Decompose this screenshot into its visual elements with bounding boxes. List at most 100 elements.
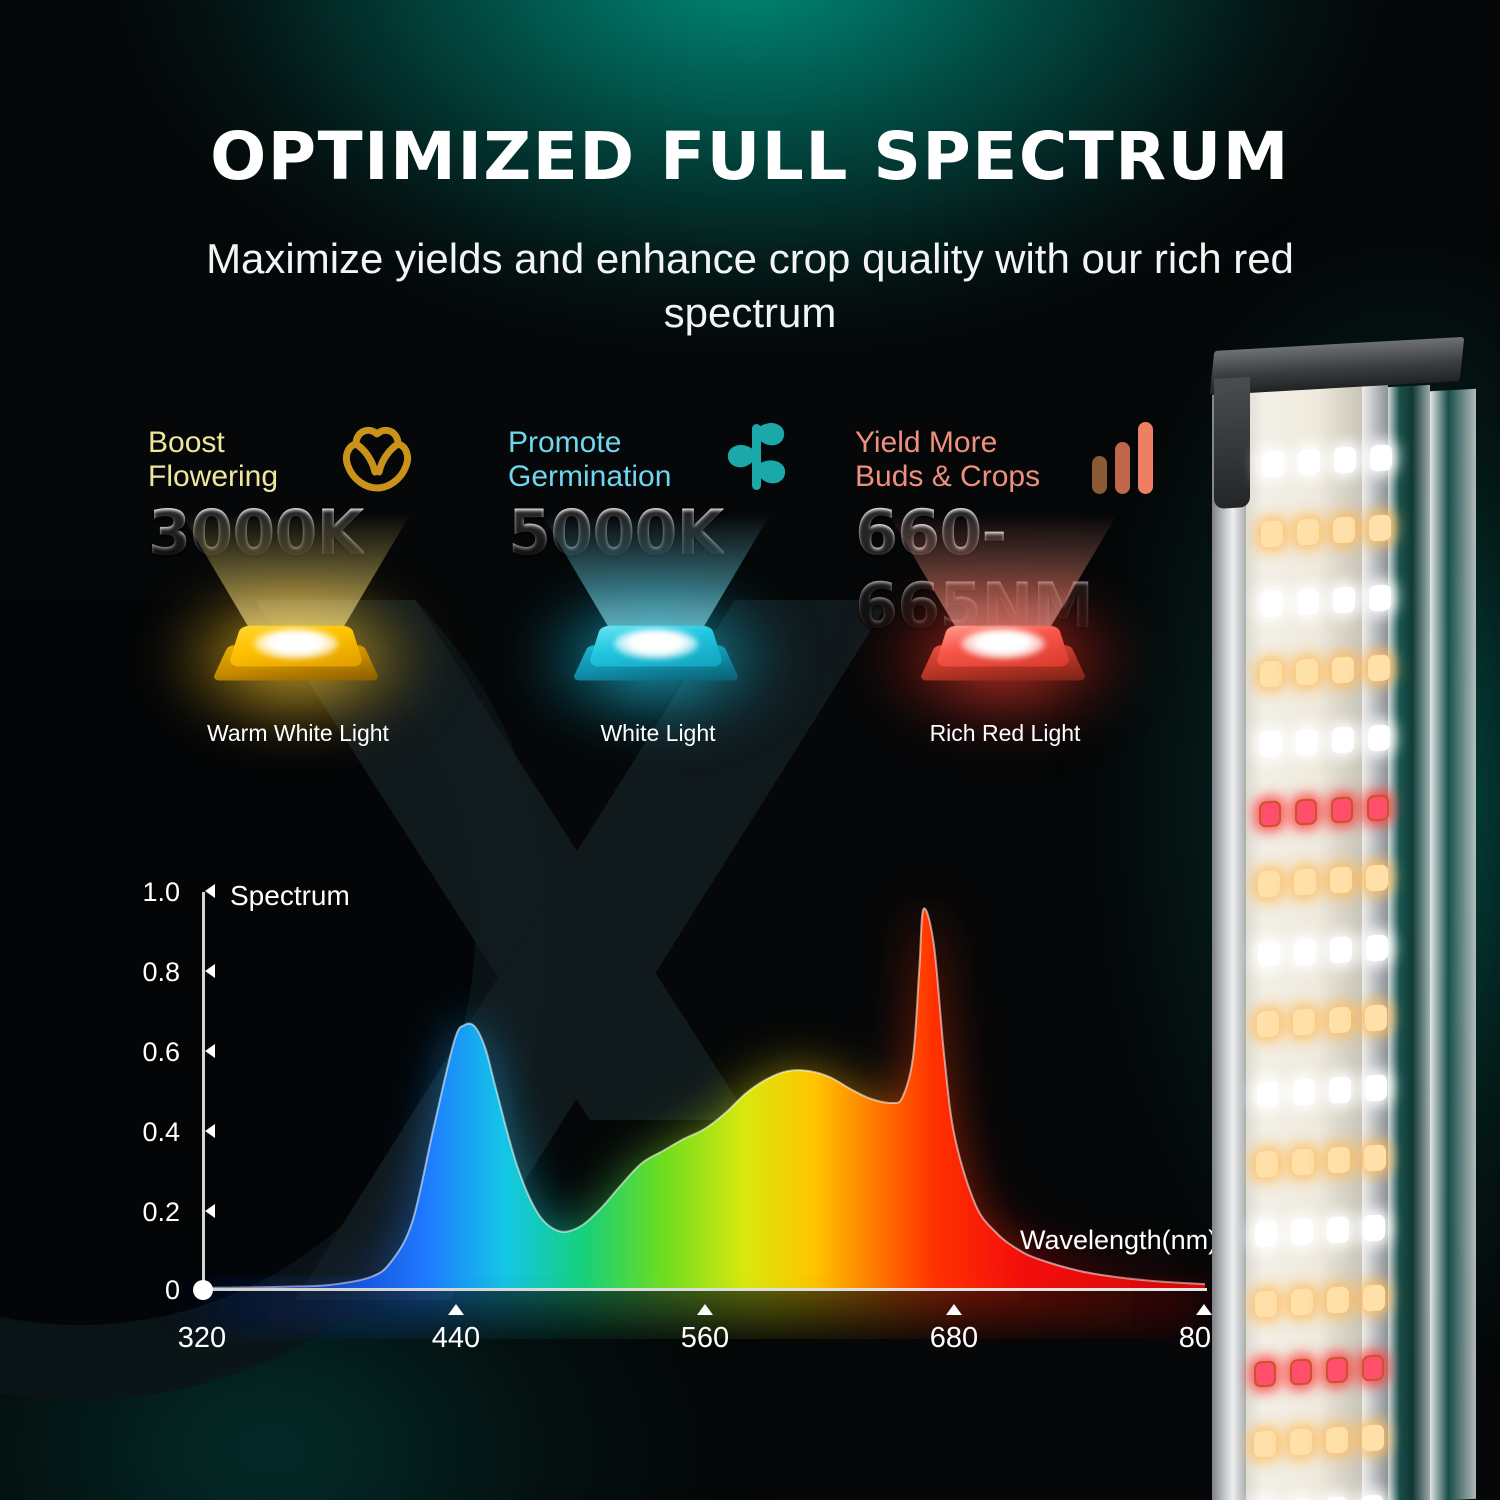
- feature-header: Boost Flowering: [148, 420, 448, 498]
- led-warm: [1368, 654, 1391, 682]
- led-grow-bar: [1200, 330, 1500, 1500]
- led-white: [1327, 1216, 1350, 1244]
- x-tick-label-440: 440: [431, 1322, 481, 1354]
- led-emitter: [254, 629, 338, 659]
- bar-left-rail: [1212, 375, 1246, 1500]
- y-tick-mark-0-6: [205, 1044, 215, 1058]
- led-warm: [1296, 658, 1319, 686]
- led-white: [1295, 728, 1318, 756]
- feature-title: Boost Flowering: [148, 426, 279, 493]
- x-axis: [202, 1288, 1207, 1291]
- feature-caption: Rich Red Light: [929, 720, 1081, 746]
- led-white: [1260, 590, 1283, 618]
- led-white: [1363, 1214, 1386, 1242]
- led-white: [1292, 1078, 1315, 1106]
- bar-chart-icon: [1090, 420, 1156, 499]
- origin-dot: [193, 1280, 213, 1300]
- led-red: [1331, 796, 1353, 824]
- led-white: [1298, 448, 1320, 476]
- feature-title: Promote Germination: [508, 426, 672, 493]
- led-white: [1257, 940, 1280, 968]
- led-white: [1325, 1496, 1347, 1500]
- feature-caption: Warm White Light: [207, 720, 389, 746]
- led-white: [1368, 584, 1391, 612]
- bar-side-bracket: [1214, 376, 1250, 510]
- led-chip: [211, 607, 381, 691]
- led-warm: [1364, 1144, 1386, 1172]
- y-tick-label-0-2: 0.2: [142, 1197, 180, 1227]
- feature-title: Yield More Buds & Crops: [855, 426, 1041, 493]
- led-white: [1291, 1218, 1314, 1246]
- x-tick-label-680: 680: [929, 1322, 979, 1354]
- led-white: [1365, 934, 1388, 962]
- led-warm: [1258, 870, 1281, 898]
- x-tick-label-560: 560: [680, 1322, 730, 1354]
- led-warm: [1329, 1006, 1352, 1034]
- y-tick-label-0: 0: [164, 1275, 180, 1305]
- led-white: [1367, 724, 1390, 752]
- led-illustration: [166, 513, 426, 733]
- led-red: [1254, 1360, 1277, 1388]
- led-red: [1362, 1354, 1385, 1382]
- feature-boost-flowering: Boost Flowering 3000K Warm Wh: [148, 420, 448, 760]
- x-axis-label: Wavelength(nm): [1020, 1225, 1218, 1255]
- led-white: [1331, 726, 1354, 754]
- spectral-curve: [203, 907, 1206, 1318]
- y-axis: [202, 892, 205, 1290]
- led-warm: [1325, 1426, 1348, 1454]
- led-illustration: [873, 513, 1133, 733]
- x-tick-mark-680: [946, 1304, 962, 1315]
- led-warm: [1332, 656, 1355, 684]
- led-white: [1259, 730, 1282, 758]
- led-warm: [1292, 1148, 1314, 1176]
- feature-caption: White Light: [600, 720, 716, 746]
- feature-columns: Boost Flowering 3000K Warm Wh: [0, 420, 1220, 760]
- led-warm: [1365, 1004, 1388, 1032]
- led-illustration: [526, 513, 786, 733]
- led-white: [1256, 1080, 1279, 1108]
- led-warm: [1330, 866, 1353, 894]
- led-white: [1334, 446, 1356, 474]
- led-emitter: [614, 629, 698, 659]
- led-warm: [1261, 520, 1284, 548]
- led-white: [1370, 444, 1392, 472]
- spectrum-chart: 1.0 0.8 0.6 0.4 0.2 0 Spectrum Wavelengt…: [0, 860, 1280, 1380]
- led-red: [1326, 1356, 1349, 1384]
- feature-header: Promote Germination: [508, 420, 808, 498]
- led-red: [1290, 1358, 1313, 1386]
- page-title: OPTIMIZED FULL SPECTRUM: [210, 118, 1290, 195]
- y-tick-mark-0-8: [205, 964, 215, 978]
- x-tick-mark-800: [1196, 1304, 1212, 1315]
- led-emitter: [961, 629, 1045, 659]
- led-white: [1329, 936, 1352, 964]
- led-chip: [571, 607, 741, 691]
- led-warm: [1366, 864, 1389, 892]
- x-tick-label-320: 320: [177, 1322, 227, 1354]
- led-warm: [1362, 1284, 1385, 1312]
- bar-glass-back: [1430, 388, 1476, 1500]
- led-warm: [1256, 1150, 1278, 1178]
- led-white: [1255, 1220, 1278, 1248]
- led-white: [1293, 938, 1316, 966]
- y-tick-label-0-6: 0.6: [142, 1037, 180, 1067]
- led-red: [1295, 798, 1317, 826]
- y-tick-mark-0-4: [205, 1124, 215, 1138]
- x-tick-mark-560: [697, 1304, 713, 1315]
- led-white: [1332, 586, 1355, 614]
- led-warm: [1294, 868, 1317, 896]
- led-chip: [918, 607, 1088, 691]
- led-white: [1328, 1076, 1351, 1104]
- led-white: [1361, 1494, 1383, 1500]
- led-warm: [1369, 514, 1392, 542]
- x-tick-mark-440: [448, 1304, 464, 1315]
- y-tick-label-0-4: 0.4: [142, 1117, 180, 1147]
- led-warm: [1326, 1286, 1349, 1314]
- led-warm: [1293, 1008, 1316, 1036]
- led-warm: [1257, 1010, 1280, 1038]
- led-warm: [1328, 1146, 1350, 1174]
- led-white: [1262, 450, 1284, 478]
- led-white: [1296, 588, 1319, 616]
- led-warm: [1333, 516, 1356, 544]
- led-warm: [1289, 1428, 1312, 1456]
